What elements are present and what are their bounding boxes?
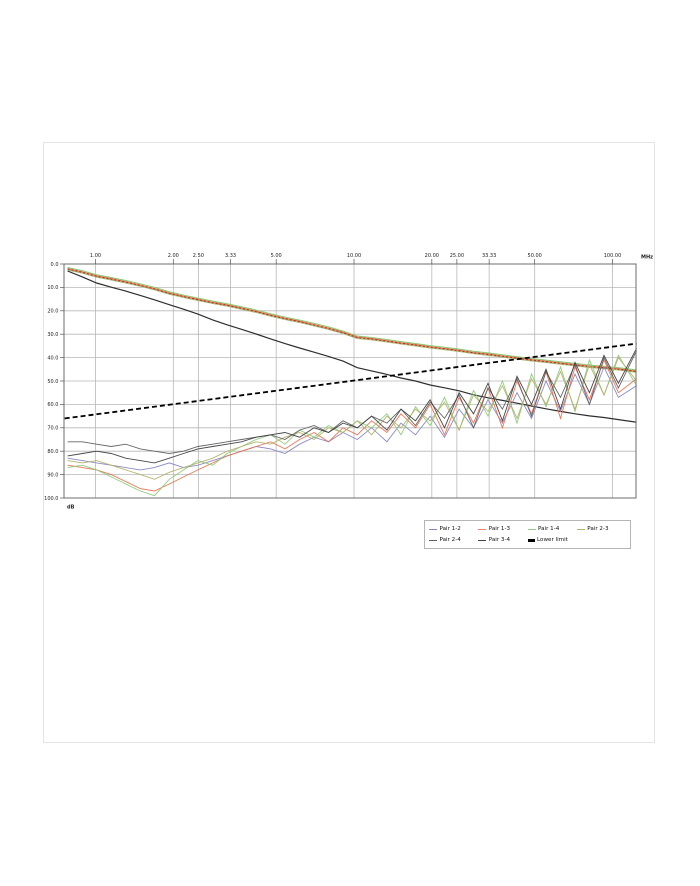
x-tick-label: 10.00 [347,253,361,259]
y-tick-label: 0.0 [51,262,59,268]
series-pair-1-2 [67,365,637,471]
page-frame [43,142,655,743]
legend-item-label: Pair 2-3 [587,525,609,532]
legend-item: Pair 2-4 [429,536,478,544]
legend-item: Pair 3-4 [478,536,527,544]
legend-item-label: Pair 1-3 [488,525,511,532]
series-pair-2-4 [67,350,638,454]
x-tick-label: 25.00 [450,253,464,259]
chart-legend: Pair 1-2 Pair 1-3 Pair 1-4 Pair 2-3 Pair 2-4… [424,520,631,549]
legend-item: Lower limit [527,536,577,544]
series-swatch-icon [527,529,536,530]
series-swatch-icon [478,540,487,541]
series-pair-2-3 [67,356,637,480]
reference-bundle-curve [67,268,637,372]
y-tick-label: 50.0 [47,379,58,385]
reference-black-curve [67,270,637,423]
x-tick-label: 100.00 [604,253,622,259]
x-axis-unit-label: MHz [641,255,653,261]
x-axis-labels: 1.00 2.00 2.50 3.33 5.00 10.00 20.00 25.00 33.33… [90,253,621,259]
x-tick-label: 2.00 [168,253,179,259]
y-axis-labels: 0.0 10.0 20.0 30.0 40.0 50.0 60.0 70.0 80.0 90.0 1… [44,262,58,502]
y-tick-label: 30.0 [47,332,58,338]
series-lines [64,266,638,497]
y-tick-label: 10.0 [47,285,58,291]
axis-ticks [60,259,613,499]
legend-item-label: Lower limit [537,536,568,543]
legend-item: Pair 1-4 [527,525,577,533]
y-tick-label: 20.0 [47,309,58,315]
y-tick-label: 40.0 [47,355,58,361]
y-tick-label: 100.0 [44,496,58,502]
legend-item: Pair 1-2 [429,525,478,533]
legend-item: Pair 2-3 [576,525,626,533]
gridlines [64,264,636,498]
series-swatch-icon [576,529,585,530]
x-tick-label: 50.00 [528,253,542,259]
lower-limit-line [64,342,637,420]
series-swatch-icon [478,529,487,530]
x-tick-label: 2.50 [193,253,204,259]
series-swatch-icon [429,540,437,541]
legend-item-label: Pair 3-4 [488,536,511,543]
x-tick-label: 3.33 [225,253,236,259]
x-tick-label: 20.00 [425,253,439,259]
reference-bundle-curve [67,266,637,371]
series-swatch-icon [429,529,437,530]
reference-bundle-curve [67,268,637,373]
x-tick-label: 5.00 [271,253,282,259]
reference-bundle-curve [67,269,637,373]
y-tick-label: 90.0 [47,472,58,478]
legend-item: Pair 1-3 [478,525,527,533]
legend-item-label: Pair 1-4 [538,525,560,532]
legend-item-label: Pair 2-4 [439,536,461,543]
x-tick-label: 1.00 [90,253,101,259]
legend-item-label: Pair 1-2 [439,525,461,532]
y-tick-label: 80.0 [47,449,58,455]
x-tick-label: 33.33 [482,253,496,259]
y-tick-label: 60.0 [47,402,58,408]
y-tick-label: 70.0 [47,426,58,432]
limit-swatch-icon [527,539,535,542]
y-axis-unit-label: dB [67,505,75,511]
series-pair-3-4 [67,347,637,464]
